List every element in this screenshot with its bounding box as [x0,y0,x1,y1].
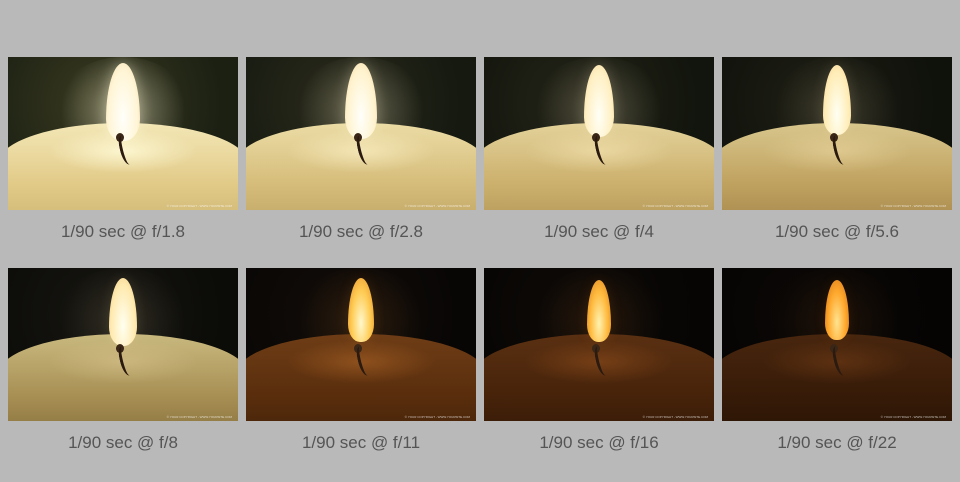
exposure-cell: © YOUR COPYRIGHT - WWW.YOURSITE.COM 1/90… [8,268,238,453]
candle-photo: © YOUR COPYRIGHT - WWW.YOURSITE.COM [722,268,952,421]
candle-photo: © YOUR COPYRIGHT - WWW.YOURSITE.COM [8,57,238,210]
exposure-caption: 1/90 sec @ f/4 [544,222,654,241]
candle-photo: © YOUR COPYRIGHT - WWW.YOURSITE.COM [246,268,476,421]
exposure-caption: 1/90 sec @ f/11 [301,433,421,452]
photo-credit: © YOUR COPYRIGHT - WWW.YOURSITE.COM [642,415,708,419]
candle-photo: © YOUR COPYRIGHT - WWW.YOURSITE.COM [246,57,476,210]
exposure-cell: © YOUR COPYRIGHT - WWW.YOURSITE.COM 1/90… [246,268,476,453]
exposure-caption: 1/90 sec @ f/16 [539,433,659,452]
photo-credit: © YOUR COPYRIGHT - WWW.YOURSITE.COM [880,204,946,208]
candle-photo: © YOUR COPYRIGHT - WWW.YOURSITE.COM [722,57,952,210]
exposure-caption: 1/90 sec @ f/22 [777,433,897,452]
exposure-cell: © YOUR COPYRIGHT - WWW.YOURSITE.COM 1/90… [246,57,476,242]
exposure-caption: 1/90 sec @ f/5.6 [774,222,900,241]
photo-credit: © YOUR COPYRIGHT - WWW.YOURSITE.COM [166,415,232,419]
photo-credit: © YOUR COPYRIGHT - WWW.YOURSITE.COM [404,204,470,208]
candle-photo: © YOUR COPYRIGHT - WWW.YOURSITE.COM [484,57,714,210]
candle-photo: © YOUR COPYRIGHT - WWW.YOURSITE.COM [8,268,238,421]
photo-credit: © YOUR COPYRIGHT - WWW.YOURSITE.COM [880,415,946,419]
exposure-cell: © YOUR COPYRIGHT - WWW.YOURSITE.COM 1/90… [722,268,952,453]
candle-photo: © YOUR COPYRIGHT - WWW.YOURSITE.COM [484,268,714,421]
exposure-caption: 1/90 sec @ f/8 [68,433,178,452]
exposure-cell: © YOUR COPYRIGHT - WWW.YOURSITE.COM 1/90… [8,57,238,242]
photo-credit: © YOUR COPYRIGHT - WWW.YOURSITE.COM [404,415,470,419]
exposure-cell: © YOUR COPYRIGHT - WWW.YOURSITE.COM 1/90… [484,57,714,242]
exposure-cell: © YOUR COPYRIGHT - WWW.YOURSITE.COM 1/90… [722,57,952,242]
photo-credit: © YOUR COPYRIGHT - WWW.YOURSITE.COM [642,204,708,208]
exposure-caption: 1/90 sec @ f/2.8 [298,222,424,241]
photo-credit: © YOUR COPYRIGHT - WWW.YOURSITE.COM [166,204,232,208]
exposure-caption: 1/90 sec @ f/1.8 [60,222,186,241]
exposure-cell: © YOUR COPYRIGHT - WWW.YOURSITE.COM 1/90… [484,268,714,453]
